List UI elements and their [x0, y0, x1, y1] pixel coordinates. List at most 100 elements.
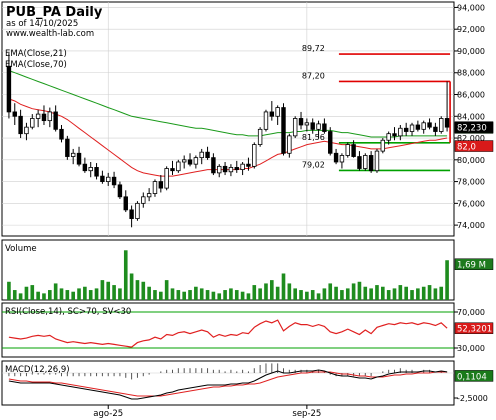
volume-bar: [48, 290, 52, 300]
candle-body: [65, 138, 70, 157]
level-label: 79,02: [302, 160, 325, 169]
candle-body: [117, 184, 123, 198]
volume-bar: [334, 286, 338, 300]
candle-body: [217, 165, 222, 174]
volume-bar: [363, 286, 368, 300]
macd-tick-label: -2,5000: [457, 394, 488, 403]
ema70-path: [8, 70, 448, 138]
volume-bar: [299, 290, 303, 300]
candle-body: [234, 167, 239, 171]
macd-last-value-bg: [454, 370, 494, 382]
volume-bar: [340, 290, 344, 300]
candle-body: [386, 133, 391, 141]
candle-body: [106, 176, 111, 182]
macd-y-axis: -2,5000: [454, 394, 488, 403]
candle-body: [164, 168, 169, 189]
candle-body: [129, 209, 134, 219]
volume-bar: [170, 288, 175, 300]
volume-bar: [381, 286, 385, 300]
volume-bar: [59, 288, 64, 300]
candle-body: [269, 111, 275, 117]
candle-body: [176, 161, 181, 172]
candle-body: [415, 124, 421, 130]
ema21-line: [8, 98, 448, 177]
volume-bar: [246, 293, 251, 300]
candle-body: [228, 167, 234, 173]
volume-bar: [410, 290, 414, 300]
price-tick-label: 94,000: [457, 3, 485, 12]
close-badge: 82,230: [457, 124, 487, 134]
close-badge-bg: [454, 121, 494, 133]
candle-body: [76, 152, 82, 165]
macd-lines: [8, 369, 448, 400]
candle-body: [82, 163, 88, 172]
candle-body: [345, 144, 350, 156]
volume-bar: [270, 280, 274, 300]
candle-body: [368, 155, 374, 172]
rsi-last-value-bg: [454, 322, 494, 334]
volume-bar: [83, 286, 87, 300]
volume-bar: [293, 288, 297, 300]
volume-last-value-bg: [454, 258, 494, 270]
volume-bar: [310, 290, 315, 300]
candle-body: [158, 181, 164, 189]
candle-body: [24, 126, 29, 135]
candle-body: [59, 128, 64, 140]
candle-body: [363, 155, 368, 169]
volume-bar: [281, 273, 286, 300]
volume-bar: [328, 283, 333, 300]
price-y-axis: 74,000 76,000 78,000 80,000 82,000 84,000 86,0…: [454, 3, 485, 230]
volume-bar: [112, 285, 116, 300]
candle-body: [193, 157, 199, 165]
volume-bar: [217, 293, 222, 300]
candle-body: [316, 123, 321, 130]
volume-bar: [439, 286, 444, 300]
candle-body: [374, 150, 380, 172]
volume-bar: [427, 285, 432, 300]
macd-title: MACD(12,26,9): [5, 365, 70, 375]
volume-bar: [357, 281, 362, 300]
candle-body: [421, 122, 426, 130]
price-tick-label: 74,000: [457, 221, 485, 230]
candle-body: [380, 139, 386, 152]
candle-body: [222, 165, 228, 173]
volume-bar: [275, 286, 280, 300]
macd-last-value: 0,1104: [457, 372, 487, 382]
volume-bar: [53, 283, 58, 300]
rsi-last-value: 52,3201: [457, 325, 492, 335]
volume-bar: [223, 290, 227, 300]
volume-bar: [369, 288, 373, 300]
candle-body: [135, 202, 140, 219]
candlesticks: [6, 53, 450, 228]
volume-bar: [65, 290, 70, 300]
candle-body: [322, 123, 327, 132]
price-tick-label: 80,000: [457, 156, 485, 165]
volume-bar: [351, 283, 356, 300]
volume-bar: [416, 288, 420, 300]
candle-body: [181, 159, 187, 163]
candle-body: [333, 152, 339, 163]
volume-bar: [433, 288, 438, 300]
rsi-last-value-badge: 52,3201: [454, 322, 494, 335]
ema21-badge: 82,0: [457, 143, 476, 153]
candle-body: [199, 151, 204, 159]
x-tick-label: ago-25: [93, 409, 123, 419]
price-tick-label: 88,000: [457, 69, 485, 78]
volume-title: Volume: [5, 244, 37, 254]
price-levels: 89,72 87,20 81,56 79,02: [302, 44, 451, 172]
volume-bar: [153, 290, 157, 300]
volume-bar: [199, 288, 204, 300]
candle-body: [240, 163, 245, 171]
volume-bar: [188, 290, 192, 300]
volume-bar: [24, 286, 29, 300]
volume-bar: [421, 286, 426, 300]
price-tick-label: 76,000: [457, 199, 485, 208]
price-tick-label: 82,000: [457, 134, 485, 143]
x-tick-label: sep-25: [292, 409, 321, 419]
ema21-legend: EMA(Close,21): [5, 49, 67, 59]
volume-bar: [159, 291, 163, 300]
price-tick-label: 90,000: [457, 47, 485, 56]
candle-body: [403, 127, 409, 132]
volume-bar: [252, 285, 257, 300]
